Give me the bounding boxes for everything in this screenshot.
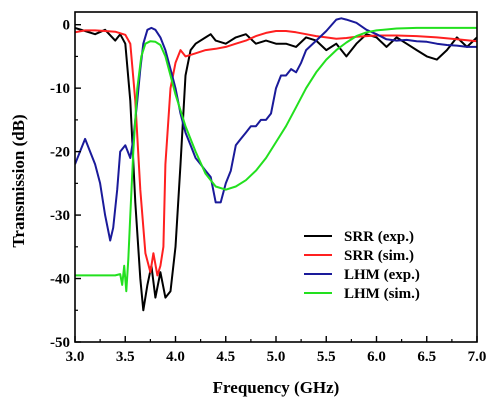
x-tick-label: 6.5	[417, 349, 436, 365]
series-line-2	[75, 17, 477, 242]
legend: SRR (exp.) SRR (sim.) LHM (exp.) LHM (sim.)	[304, 229, 420, 302]
series-line-1	[75, 29, 477, 277]
series-line-3	[75, 26, 477, 293]
x-tick-label: 4.5	[216, 349, 235, 365]
legend-label-0: SRR (exp.)	[344, 229, 414, 245]
series-layer	[75, 17, 477, 312]
x-tick-label: 7.0	[468, 349, 487, 365]
y-tick-label: -10	[50, 81, 70, 97]
legend-label-3: LHM (sim.)	[344, 286, 420, 302]
y-tick-label: -30	[50, 208, 70, 224]
y-axis-title: Transmission (dB)	[9, 114, 28, 247]
x-tick-label: 4.0	[166, 349, 185, 365]
y-tick-label: -50	[50, 335, 70, 351]
x-tick-label: 5.5	[317, 349, 336, 365]
x-tick-label: 3.5	[116, 349, 135, 365]
legend-label-2: LHM (exp.)	[344, 267, 420, 283]
y-tick-label: -20	[50, 145, 70, 161]
y-tick-label: -40	[50, 272, 70, 288]
x-tick-label: 5.0	[267, 349, 286, 365]
legend-label-1: SRR (sim.)	[344, 248, 414, 264]
x-tick-label: 3.0	[66, 349, 85, 365]
x-axis-title: Frequency (GHz)	[213, 378, 340, 397]
x-tick-label: 6.0	[367, 349, 386, 365]
y-tick-label: 0	[63, 18, 71, 34]
ticks-layer: 3.0 3.5 4.0 4.5 5.0 5.5 6.0 6.5 7.0 0 -10 -20 -30 -40…	[50, 18, 486, 365]
